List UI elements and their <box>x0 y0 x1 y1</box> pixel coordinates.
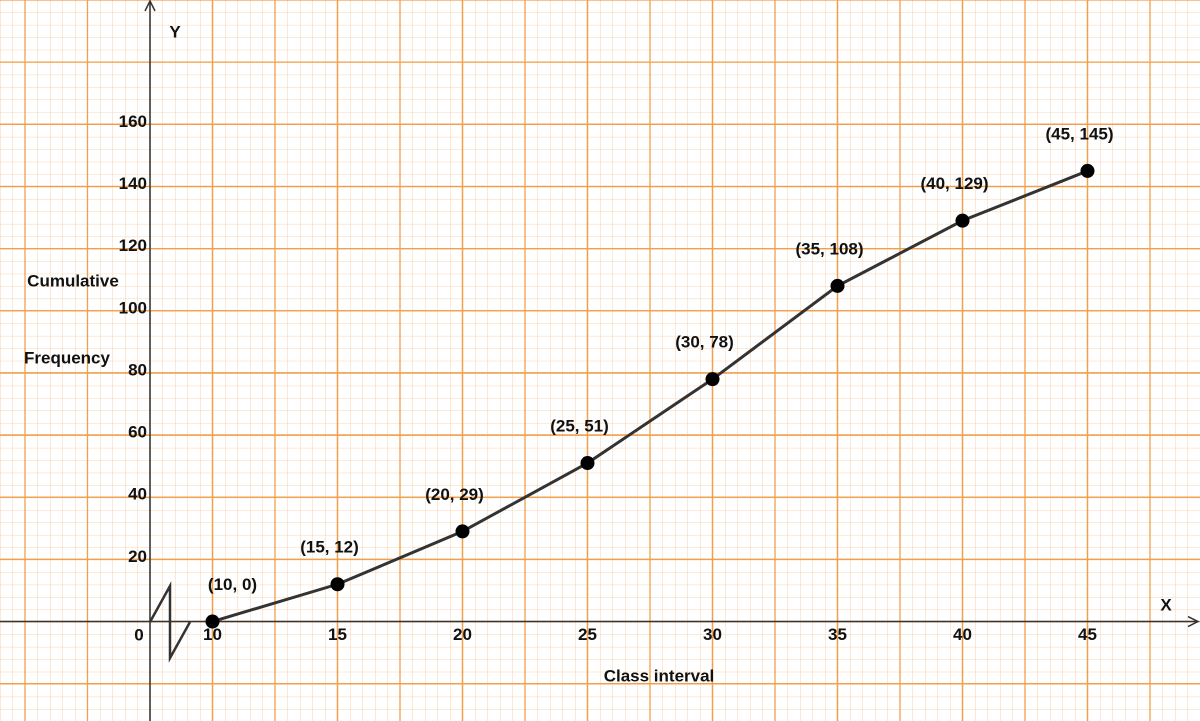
x-axis-letter: X <box>1160 595 1172 614</box>
data-label: (25, 51) <box>550 417 609 436</box>
y-tick-label: 120 <box>119 236 147 255</box>
point <box>205 614 220 629</box>
point <box>705 372 720 387</box>
x-tick-label: 30 <box>703 625 722 644</box>
x-tick-label: 20 <box>453 625 472 644</box>
y-tick-label: 40 <box>128 485 147 504</box>
point <box>1080 163 1095 178</box>
x-axis-label: Class interval <box>604 666 715 685</box>
data-label: (15, 12) <box>300 538 359 557</box>
line <box>212 169 1089 623</box>
data-label: (20, 29) <box>425 485 484 504</box>
data-label: (10, 0) <box>208 575 257 594</box>
x-tick-label: 15 <box>328 625 347 644</box>
x-tick-label: 45 <box>1078 625 1097 644</box>
y-tick-label: 60 <box>128 423 147 442</box>
y-axis-letter: Y <box>169 22 181 41</box>
point <box>580 456 595 471</box>
origin-label: 0 <box>134 625 143 644</box>
y-axis-label: Cumulative <box>27 271 119 290</box>
y-tick-label: 140 <box>119 174 147 193</box>
y-axis-label: Frequency <box>24 348 111 367</box>
y-tick-label: 160 <box>119 112 147 131</box>
x-tick-label: 40 <box>953 625 972 644</box>
x-tick-label: 25 <box>578 625 597 644</box>
y-tick-label: 80 <box>128 360 147 379</box>
y-tick-label: 20 <box>128 547 147 566</box>
data-label: (30, 78) <box>675 333 734 352</box>
data-label: (40, 129) <box>920 174 988 193</box>
point <box>455 524 470 539</box>
x-axis-arrow <box>1187 615 1200 628</box>
y-axis-arrow <box>144 0 156 12</box>
axis-break <box>148 581 192 663</box>
point <box>330 577 345 592</box>
y-tick-label: 100 <box>119 298 147 317</box>
data-label: (45, 145) <box>1045 124 1113 143</box>
point <box>830 278 845 293</box>
x-tick-label: 35 <box>828 625 847 644</box>
point <box>955 213 970 228</box>
data-label: (35, 108) <box>795 239 863 258</box>
x-tick-label: 10 <box>203 625 222 644</box>
